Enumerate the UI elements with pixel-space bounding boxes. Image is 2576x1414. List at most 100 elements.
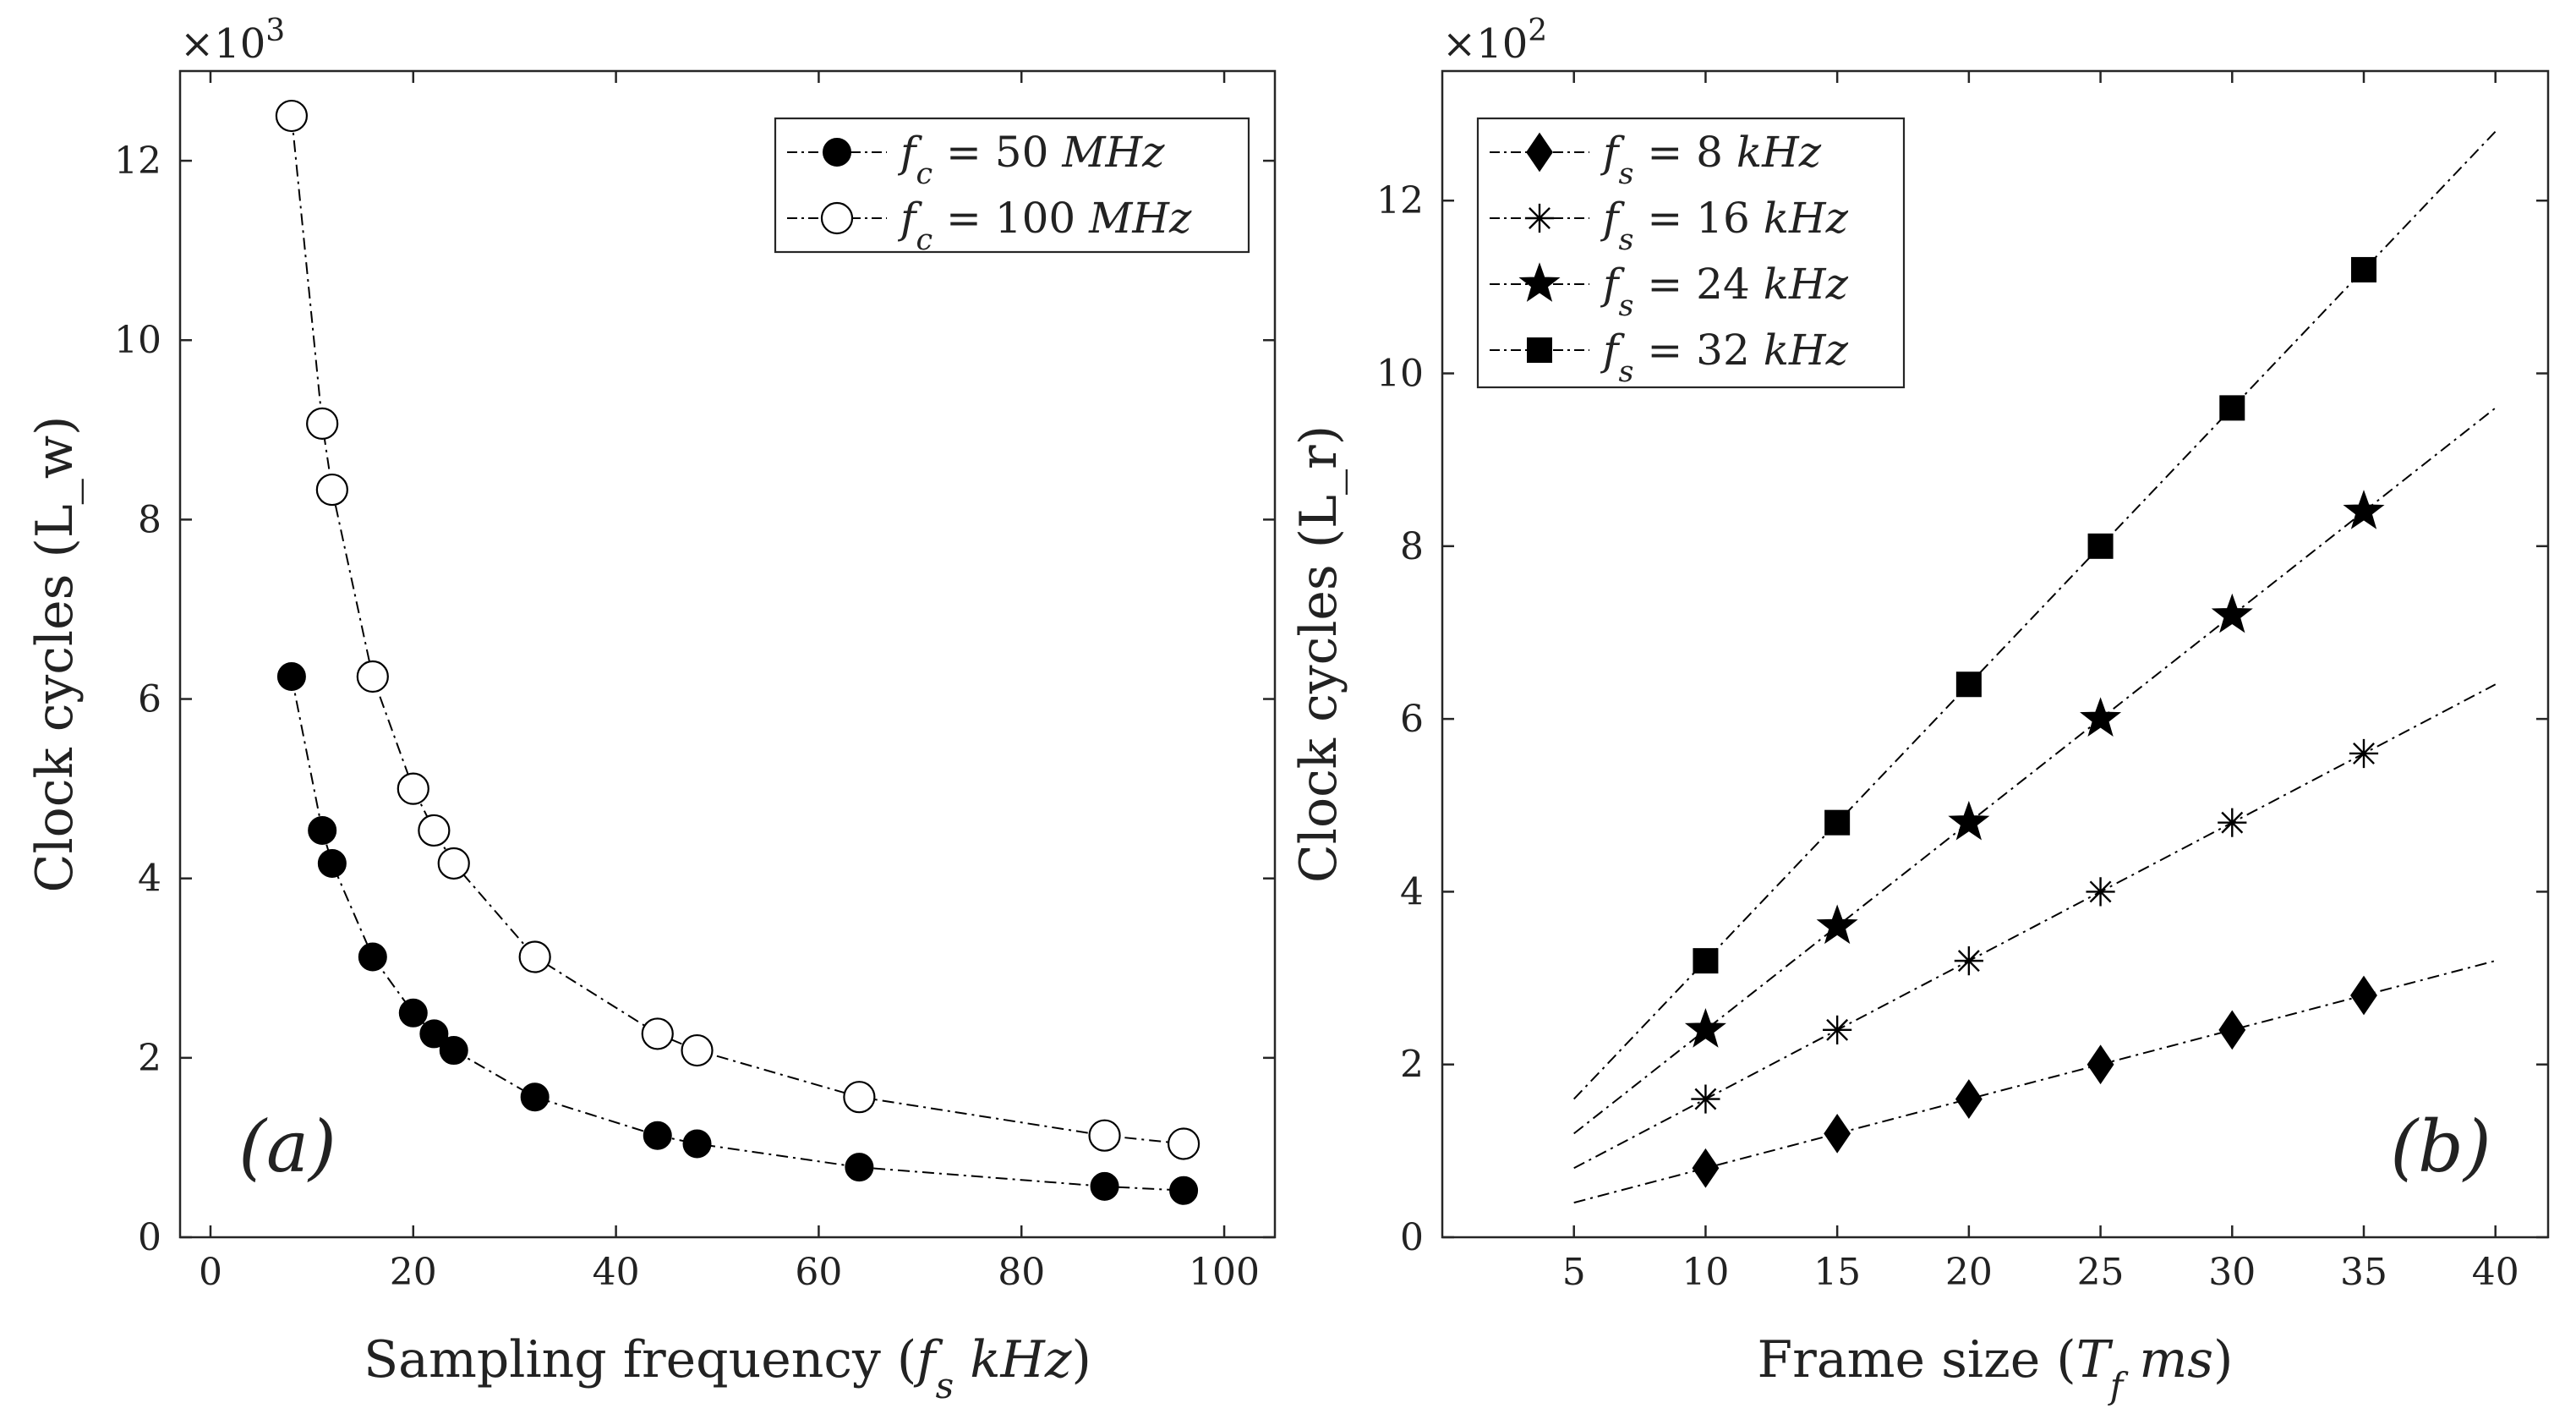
series-line (290, 676, 1184, 1192)
data-point (308, 815, 337, 845)
y-tick-label: 2 (1400, 1044, 1424, 1087)
data-point (315, 473, 348, 507)
series-1 (1573, 960, 2496, 1204)
x-tick-label: 0 (199, 1251, 222, 1294)
data-point (2343, 490, 2385, 529)
data-point (398, 998, 428, 1028)
x-tick-label: 35 (2340, 1251, 2387, 1294)
data-point (681, 1033, 714, 1067)
legend-marker (1518, 262, 1561, 302)
panel-label: (a) (238, 1105, 336, 1188)
data-point (419, 1019, 449, 1049)
y-tick-label: 2 (138, 1037, 161, 1080)
data-point (1954, 946, 1983, 976)
series-3 (1573, 407, 2497, 1135)
data-point (437, 847, 470, 880)
data-point (2218, 1010, 2246, 1050)
plot-area-frame (178, 69, 1277, 1239)
data-point (2086, 877, 2115, 907)
y-tick-label: 4 (138, 858, 161, 901)
series-4 (1572, 130, 2497, 1100)
data-point (1824, 809, 1851, 836)
series-line (1573, 960, 2496, 1204)
x-tick-label: 25 (2077, 1251, 2125, 1294)
data-point (643, 1121, 672, 1150)
data-point (1090, 1171, 1119, 1201)
data-point (1692, 1148, 1720, 1188)
legend-label: fc = 100 MHz (897, 194, 1192, 257)
y-tick-label: 8 (138, 498, 161, 541)
plot-area-frame (1441, 69, 2550, 1239)
y-axis-exponent: ×102 (1442, 14, 1547, 69)
x-tick-label: 60 (795, 1251, 842, 1294)
data-point (845, 1153, 874, 1182)
x-axis-label: Sampling frequency (fs kHz) (364, 1330, 1091, 1406)
legend-marker (1526, 132, 1553, 173)
x-axis-label: Frame size (Tf ms) (1758, 1330, 2234, 1406)
data-point (358, 942, 387, 972)
data-point (1824, 1114, 1851, 1154)
panel-b-chart: 5 10 15 20 25 30 35 40 0 2 4 6 8 10 12 ×102 Frame size (… (1289, 14, 2550, 1406)
legend-label: fc = 50 MHz (897, 128, 1165, 191)
data-point (1691, 1084, 1720, 1114)
data-point (418, 814, 451, 847)
legend-marker (823, 138, 851, 167)
data-point (682, 1129, 712, 1159)
x-tick-label: 40 (2472, 1251, 2519, 1294)
y-tick-label: 0 (138, 1216, 161, 1259)
y-tick-label: 6 (138, 678, 161, 721)
data-point (2087, 533, 2114, 559)
legend-marker (1524, 203, 1555, 233)
data-point (2219, 395, 2245, 421)
data-point (2211, 593, 2253, 633)
data-point (275, 99, 308, 133)
legend-label: fs = 32 kHz (1600, 326, 1849, 389)
series-2 (1573, 683, 2497, 1170)
data-point (2351, 256, 2376, 282)
data-point (317, 848, 347, 878)
series-line (1572, 130, 2497, 1100)
y-axis-exponent: ×103 (180, 14, 285, 69)
x-tick-label: 5 (1562, 1251, 1586, 1294)
x-tick-label: 10 (1682, 1251, 1729, 1294)
data-point (1955, 671, 1982, 698)
y-tick-label: 10 (1376, 353, 1424, 396)
panel-a-chart: 0 20 40 60 80 100 0 2 4 6 8 10 12 ×103 Sampling freque… (25, 14, 1277, 1406)
data-point (1684, 1008, 1726, 1048)
x-tick-label: 15 (1813, 1251, 1861, 1294)
y-tick-label: 10 (114, 319, 161, 362)
series-2 (275, 99, 1200, 1160)
data-point (1955, 1079, 1983, 1119)
data-point (2349, 738, 2379, 769)
data-point (306, 407, 339, 440)
x-tick-label: 100 (1189, 1251, 1260, 1294)
data-point (520, 1082, 550, 1112)
data-point (2087, 1044, 2114, 1085)
legend-box (774, 117, 1250, 254)
data-point (1693, 948, 1719, 974)
y-tick-label: 6 (1400, 698, 1424, 741)
data-point (276, 662, 306, 692)
x-tick-label: 20 (390, 1251, 437, 1294)
y-tick-label: 0 (1400, 1216, 1424, 1259)
data-point (641, 1017, 674, 1050)
data-point (1088, 1119, 1121, 1152)
series-1 (276, 662, 1199, 1205)
data-point (2080, 697, 2122, 737)
data-point (1167, 1127, 1200, 1160)
y-axis-label: Clock cycles (L_w) (25, 416, 85, 893)
data-point (1823, 1015, 1852, 1044)
y-tick-label: 4 (1400, 870, 1424, 913)
data-point (1948, 800, 1990, 841)
legend-marker (1527, 337, 1552, 363)
x-tick-label: 80 (998, 1251, 1045, 1294)
data-point (1169, 1176, 1199, 1205)
data-point (356, 660, 389, 693)
series-line (290, 115, 1184, 1145)
y-axis-label: Clock cycles (L_r) (1289, 425, 1348, 883)
data-point (518, 940, 551, 973)
y-tick-label: 12 (114, 140, 161, 183)
